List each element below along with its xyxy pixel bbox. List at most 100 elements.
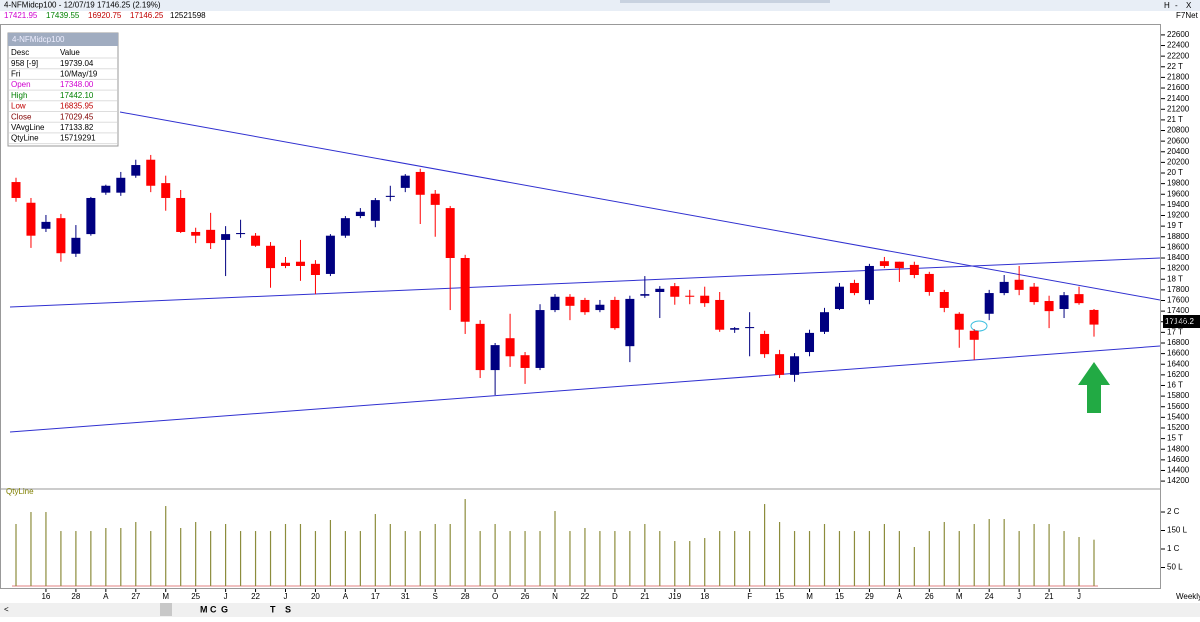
info-value: Value [60,48,80,57]
x-tick-label: J [224,592,228,601]
candle-body [999,281,1009,294]
window-button[interactable]: X [1186,1,1192,10]
candle-body [445,208,455,258]
toolbar-button[interactable]: G [221,604,228,614]
candle-body [206,229,216,244]
y-tick-label: 20400 [1167,147,1190,156]
y-tick-label: 18200 [1167,264,1190,273]
x-tick-label: 28 [71,592,80,601]
candle-body [550,296,560,311]
info-rows: Desc Value 958 [-9] 19739.04 Fri 10/May/19 Ope… [9,48,117,145]
candle-body [101,185,111,193]
x-tick-label: J [284,592,288,601]
candle-body [86,197,96,235]
candle-body [1089,309,1099,325]
candle-body [864,265,874,300]
scroll-left[interactable]: < [4,605,9,614]
candle-body [116,177,126,193]
info-label: Desc [11,48,29,57]
y-tick-label: 16 T [1167,381,1183,390]
x-tick-label: 31 [401,592,410,601]
candle-body [490,345,500,371]
candle-body [475,323,485,371]
candle-body [385,195,395,197]
candle-body [760,333,770,355]
y-tick-label: 15400 [1167,412,1190,421]
toolbar-button[interactable]: M [200,604,208,614]
y-tick-label: 16600 [1167,349,1190,358]
info-label: 958 [-9] [11,59,38,68]
candle-body [340,218,350,236]
x-tick-label: D [612,592,618,601]
info-box: 4-NFMidcp100 Desc Value 958 [-9] 19739.04 Fr… [7,32,119,147]
info-label: High [11,91,27,100]
toolbar-button[interactable]: T [270,604,276,614]
candle-body [700,295,710,304]
x-tick-label: N [552,592,558,601]
candle-body [849,282,859,294]
candle-body [56,218,66,254]
candle-body [954,313,964,330]
trend-line [119,111,1161,301]
title-tab [620,0,830,3]
x-tick-label: 24 [985,592,994,601]
period: Weekly [1176,592,1200,601]
brand: F7Net [1176,11,1199,20]
x-tick-label: 20 [311,592,320,601]
x-tick-label: A [343,592,349,601]
x-tick-label: 18 [700,592,709,601]
trend-line [9,345,1161,433]
candle-body [939,291,949,308]
x-tick-label: 17 [371,592,380,601]
quote-bar [0,11,1200,23]
y-tick-label: 20 T [1167,168,1183,177]
quote-close: 17146.25 [130,11,164,20]
candle-body [969,330,979,340]
y-tick-label: 14200 [1167,476,1190,485]
y-tick-label: 19 T [1167,221,1183,230]
y-tick-label: 14800 [1167,444,1190,453]
candle-body [745,327,755,329]
window-button[interactable]: - [1175,1,1178,10]
toolbar-button[interactable]: C [210,604,217,614]
candle-body [251,235,261,246]
candle-body [640,294,650,296]
price-badge-box [1163,315,1200,328]
x-tick-label: J19 [668,592,681,601]
y-tick-label: 20800 [1167,126,1190,135]
x-tick-label: 22 [580,592,589,601]
info-value: 17348.00 [60,80,94,89]
x-tick-label: A [897,592,903,601]
x-tick-label: 26 [521,592,530,601]
x-tick-label: J [1077,592,1081,601]
y-tick-label: 20600 [1167,136,1190,145]
toolbar-button[interactable]: S [285,604,291,614]
scrollbar [0,603,1200,617]
window-button[interactable]: H [1164,1,1170,10]
scroll-thumb[interactable] [160,603,172,616]
trend-line [9,257,1161,308]
candle-body [161,183,171,198]
candle-body [430,193,440,205]
candle-body [1014,279,1024,290]
x-tick-label: J [1017,592,1021,601]
x-tick-label: 15 [775,592,784,601]
y-tick-label: 15 T [1167,434,1183,443]
candle-body [310,263,320,275]
x-tick-label: 25 [191,592,200,601]
candle-body [655,288,665,292]
panel-title: QtyLine [6,487,34,496]
y-tick-label: 19400 [1167,200,1190,209]
candle-body [325,235,335,274]
candle-body [355,211,365,217]
candle-body [1044,301,1054,312]
info-value: 15719291 [60,134,96,143]
candle-body [775,354,785,375]
y-tick-label: 1 C [1167,544,1180,553]
candle-body [820,312,829,332]
y-tick-label: 18600 [1167,242,1190,251]
y-tick-label: 22400 [1167,41,1190,50]
y-tick-label: 22 T [1167,62,1183,71]
y-tick-label: 21200 [1167,104,1190,113]
